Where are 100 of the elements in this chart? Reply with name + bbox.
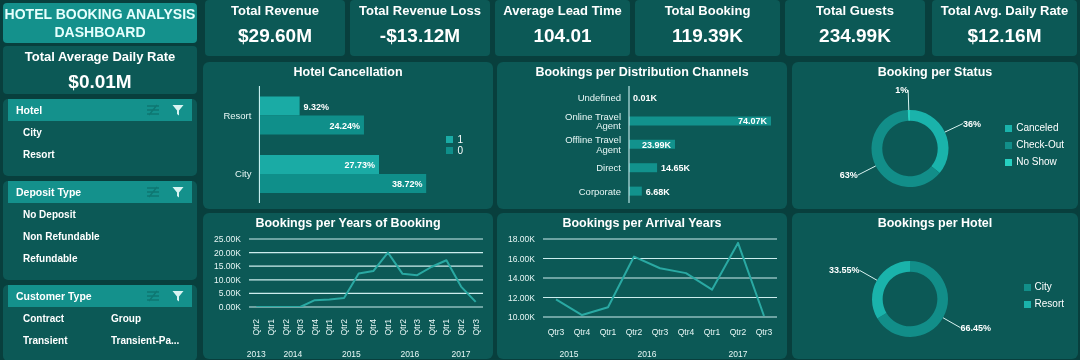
y-tick-label: Direct (596, 162, 622, 174)
text: Hotel (16, 104, 44, 116)
data-label: 66.45% (960, 322, 991, 333)
text: $0.01M (67, 71, 133, 93)
text: 119.39K (671, 25, 744, 47)
x-tick-label: Qtr3 (547, 327, 565, 337)
y-tick-label: 0.00K (218, 302, 242, 313)
data-label: 6.68K (645, 186, 671, 197)
y-tick-label: 12.00K (508, 292, 536, 303)
bar (259, 155, 380, 175)
bar (259, 174, 427, 194)
x-tick-label: Qtr3 (651, 327, 669, 337)
text: Total Average Daily Rate (23, 48, 177, 64)
text: No Deposit (23, 208, 77, 222)
donut-slice (872, 261, 910, 319)
x-tick-label: Qtr1 (599, 327, 617, 337)
y-tick-label: 25.00K (214, 234, 242, 245)
x-tick-label: Qtr4 (368, 318, 379, 336)
x-tick-label: Qtr2 (339, 318, 350, 336)
data-label: 9.32% (303, 101, 330, 112)
y-tick-label: 18.00K (508, 234, 536, 245)
y-tick-label: Undefined (577, 92, 621, 104)
text: Total Revenue (230, 2, 320, 18)
text: Total Avg. Daily Rate (939, 2, 1070, 18)
text: 2015 (559, 349, 579, 359)
text: 2016 (400, 349, 420, 359)
text: 104.01 (532, 25, 593, 47)
chart-title: Bookings per Distribution Channels (534, 64, 750, 81)
data-label: 14.65K (661, 163, 691, 174)
legend-label: City (1034, 281, 1052, 292)
text: Transient (23, 334, 69, 348)
x-tick-label: Qtr4 (677, 327, 695, 337)
legend-label: 0 (457, 144, 463, 156)
x-tick-label: Qtr4 (426, 318, 437, 336)
text: 2013 (246, 349, 267, 359)
text: Total Guests (815, 2, 895, 18)
bar (259, 96, 300, 116)
data-label: 63% (839, 170, 858, 181)
y-tick-label: Offline Travel Agent (565, 134, 622, 155)
data-label: 24.24% (329, 120, 360, 131)
y-tick-label: 5.00K (218, 288, 242, 299)
x-tick-label: Qtr1 (703, 327, 721, 337)
chart-title: Booking per Status (876, 64, 994, 81)
x-tick-label: Qtr2 (625, 327, 643, 337)
y-tick-label: 16.00K (508, 253, 536, 264)
chart-title: Bookings per Arrival Years (561, 215, 723, 232)
x-tick-label: Qtr2 (729, 327, 747, 337)
y-tick-label: 14.00K (508, 273, 536, 284)
bar (629, 186, 642, 196)
line-series (255, 251, 477, 307)
text: Total Revenue Loss (358, 2, 482, 18)
chart-title: Bookings per Years of Booking (254, 215, 442, 232)
text: Customer Type (16, 290, 93, 302)
text: 234.99K (818, 25, 892, 47)
x-tick-label: Qtr1 (441, 318, 452, 336)
legend-label: No Show (1016, 156, 1057, 167)
donut-slice (877, 261, 948, 337)
chart-title: Hotel Cancellation (292, 64, 404, 81)
y-tick-label: 20.00K (214, 247, 242, 258)
text: 2015 (341, 349, 362, 359)
x-tick-label: Qtr2 (251, 318, 262, 336)
bar (259, 115, 364, 135)
x-tick-label: Qtr2 (456, 318, 467, 336)
text: Resort (23, 148, 56, 162)
data-label: 33.55% (829, 265, 860, 276)
y-tick-label: Corporate (578, 185, 621, 197)
x-tick-label: Qtr1 (265, 318, 276, 336)
text: 2017 (451, 349, 471, 359)
data-label: 27.73% (344, 160, 376, 171)
text: Group (111, 312, 142, 326)
text: $12.16M (966, 25, 1043, 47)
text: 2014 (283, 349, 303, 359)
x-tick-label: Qtr1 (382, 318, 393, 336)
x-tick-label: Qtr2 (397, 318, 408, 336)
y-tick-label: 10.00K (214, 274, 242, 285)
text: $29.60M (237, 25, 313, 47)
donut-slice (910, 110, 949, 174)
x-tick-label: Qtr2 (280, 318, 291, 336)
x-tick-label: Qtr3 (353, 318, 364, 336)
y-tick-label: Online Travel Agent (565, 110, 622, 132)
text: Transient-Pa... (111, 334, 181, 348)
text: City (23, 126, 43, 140)
legend-label: Check-Out (1016, 139, 1064, 150)
text: Non Refundable (23, 230, 101, 244)
line-series (555, 241, 765, 317)
y-tick-label: Resort (223, 109, 252, 121)
x-tick-label: Qtr3 (295, 318, 306, 336)
donut-slice (907, 110, 910, 121)
text: Deposit Type (16, 186, 83, 198)
text: 2016 (637, 349, 657, 359)
legend-label: Resort (1034, 298, 1064, 309)
data-label: 1% (895, 85, 909, 96)
bar (629, 163, 658, 173)
data-label: 0.01K (633, 93, 658, 104)
text: HOTEL BOOKING ANALYSIS DASHBOARD (3, 3, 197, 43)
data-label: 74.07K (737, 116, 768, 127)
data-label: 38.72% (391, 179, 423, 190)
text: Total Booking (663, 2, 752, 18)
y-tick-label: 10.00K (508, 312, 536, 323)
x-tick-label: Qtr4 (573, 327, 591, 337)
